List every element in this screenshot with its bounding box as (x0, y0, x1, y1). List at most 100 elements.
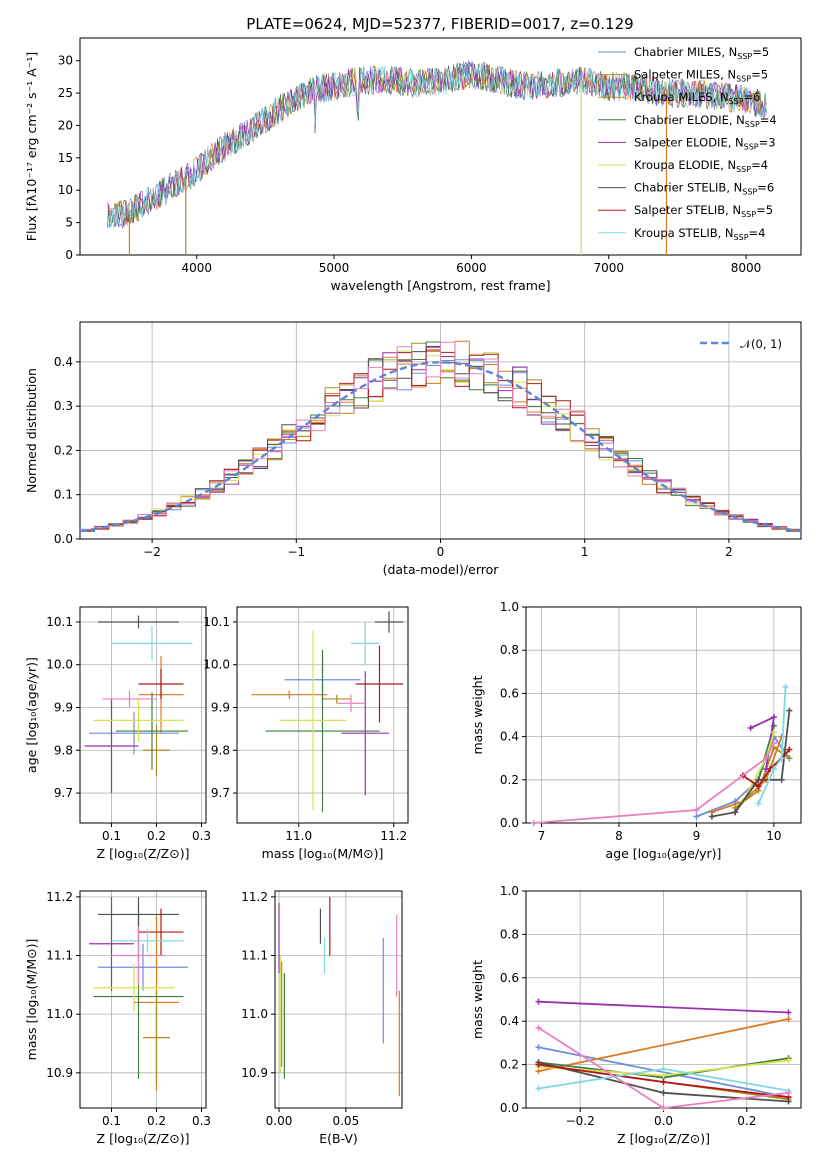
mass-weight-vs-age-ytick-label: 0.2 (500, 773, 519, 787)
mass-weight-vs-age-marker (778, 776, 785, 783)
spectrum-legend-val: =5 (752, 45, 769, 59)
residuals-ytick-label: 0.1 (54, 488, 73, 502)
spectrum-legend-sub: SSP (742, 188, 757, 197)
mass-weight-vs-z-xlabel: Z [log₁₀(Z/Z⊙)] (617, 1131, 710, 1146)
mass-weight-vs-age-marker (763, 755, 770, 762)
spectrum-xtick-label: 7000 (593, 261, 624, 275)
age-vs-z-ytick-label: 9.8 (54, 743, 73, 757)
mass-weight-vs-z-marker (535, 1061, 542, 1068)
mass-weight-vs-z-ylabel: mass weight (470, 960, 485, 1039)
mass-weight-vs-z-xtick-label: 0.0 (654, 1114, 673, 1128)
spectrum-legend-val: =5 (751, 68, 768, 82)
age-vs-z-ytick-label: 10.0 (46, 658, 73, 672)
mass-weight-vs-age-ylabel: mass weight (470, 675, 485, 754)
residuals-ytick-label: 0.4 (54, 355, 73, 369)
mass-vs-z-xtick-label: 0.1 (102, 1114, 121, 1128)
mass-vs-z-xtick-label: 0.3 (192, 1114, 211, 1128)
mass-weight-vs-z-marker (660, 1072, 667, 1079)
mass-weight-vs-z-panel (522, 890, 802, 1112)
spectrum-ytick-label: 20 (58, 118, 73, 132)
mass-vs-ebv-ytick-label: 11.1 (241, 949, 268, 963)
age-vs-z-ytick-label: 10.1 (46, 615, 73, 629)
mass-weight-vs-z-ytick-label: 0.6 (500, 971, 519, 985)
spectrum-legend-val: =3 (759, 135, 776, 149)
mass-vs-ebv-xtick-label: 0.00 (266, 1114, 293, 1128)
mass-weight-vs-age-ytick-label: 0.8 (500, 643, 519, 657)
mass-vs-ebv-panel (271, 890, 403, 1112)
mass-weight-vs-z-ytick-label: 0.0 (500, 1101, 519, 1115)
mass-weight-vs-z-ytick-label: 0.8 (500, 927, 519, 941)
age-vs-mass-ytick-label: 10.1 (203, 615, 230, 629)
mass-vs-z-ytick-label: 11.2 (46, 890, 73, 904)
mass-weight-vs-age-marker (747, 724, 754, 731)
residual-histogram-series (80, 341, 801, 531)
mass-weight-vs-age-marker (755, 783, 762, 790)
spectrum-legend-val: =4 (749, 226, 766, 240)
mass-weight-vs-age-series-line (533, 742, 775, 824)
mass-vs-ebv-xtick-label: 0.05 (332, 1114, 359, 1128)
residuals-xtick-label: 0 (437, 545, 445, 559)
spectrum-ytick-label: 15 (58, 151, 73, 165)
mass-weight-vs-age-marker (693, 807, 700, 814)
spectrum-ytick-label: 10 (58, 183, 73, 197)
spectrum-ytick-label: 5 (65, 216, 73, 230)
mass-weight-vs-age-ytick-label: 1.0 (500, 600, 519, 614)
mass-weight-vs-age-marker (693, 813, 700, 820)
mass-weight-vs-age-panel (522, 606, 802, 827)
mass-vs-ebv-ytick-label: 10.9 (241, 1066, 268, 1080)
mass-weight-vs-age-marker (770, 714, 777, 721)
spectrum-legend-label: Salpeter STELIB, NSSP=5 (634, 203, 773, 219)
mass-vs-ebv-ytick-label: 11.2 (241, 890, 268, 904)
residuals-legend-label: 𝒩(0, 1) (740, 337, 782, 351)
mass-weight-vs-z-xtick-label: 0.2 (737, 1114, 756, 1128)
mass-weight-vs-age-marker (786, 746, 793, 753)
mass-weight-vs-age-xtick-label: 9 (693, 829, 701, 843)
mass-weight-vs-z-marker (785, 1057, 792, 1064)
residuals-xtick-label: 2 (725, 545, 733, 559)
mass-weight-vs-age-marker (732, 809, 739, 816)
spectrum-legend-val: =5 (756, 203, 773, 217)
residuals-xlabel: (data-model)/error (383, 562, 500, 577)
spectrum-legend-label: Salpeter MILES, NSSP=5 (634, 68, 768, 84)
spectrum-frame (79, 37, 802, 256)
spectrum-legend-val: =6 (744, 90, 761, 104)
age-vs-mass-ytick-label: 10.0 (203, 658, 230, 672)
spectrum-legend-sub: SSP (741, 210, 756, 219)
age-vs-z-xtick-label: 0.1 (102, 829, 121, 843)
mass-weight-vs-z-series-line (538, 1018, 789, 1072)
mass-vs-z-ytick-label: 11.1 (46, 949, 73, 963)
mass-weight-vs-z-marker (535, 1085, 542, 1092)
mass-weight-vs-z-marker (535, 1024, 542, 1031)
mass-weight-vs-age-marker (770, 729, 777, 736)
mass-weight-vs-age-marker (755, 800, 762, 807)
mass-weight-vs-age-xtick-label: 7 (538, 829, 546, 843)
spectrum-legend-label: Chabrier MILES, NSSP=5 (634, 45, 769, 61)
age-vs-z-panel (76, 606, 207, 827)
spectrum-legend-label: Kroupa ELODIE, NSSP=4 (634, 158, 768, 174)
residuals-panel (76, 321, 802, 543)
spectrum-legend-sub: SSP (744, 142, 759, 151)
residuals-ylabel: Normed distribution (24, 368, 39, 493)
mass-weight-vs-age-ytick-label: 0.6 (500, 686, 519, 700)
age-vs-z-xlabel: Z [log₁₀(Z/Z⊙)] (97, 846, 190, 861)
mass-weight-vs-age-marker (786, 755, 793, 762)
spectrum-series-line (107, 62, 767, 230)
spectrum-legend-sub: SSP (745, 120, 760, 129)
mass-weight-vs-z-marker (785, 1089, 792, 1096)
spectrum-legend-label: Kroupa STELIB, NSSP=4 (634, 226, 765, 242)
spectrum-xlabel: wavelength [Angstrom, rest frame] (330, 278, 550, 293)
mass-weight-vs-z-ytick-label: 0.2 (500, 1058, 519, 1072)
spectrum-legend-val: =6 (757, 181, 774, 195)
age-vs-mass-xlabel: mass [log₁₀(M/M⊙)] (262, 846, 384, 861)
mass-vs-z-ytick-label: 10.9 (46, 1066, 73, 1080)
mass-weight-vs-age-marker (786, 707, 793, 714)
spectrum-ytick-label: 25 (58, 86, 73, 100)
spectrum-ytick-label: 30 (58, 54, 73, 68)
age-vs-mass-ytick-label: 9.9 (211, 701, 230, 715)
mass-weight-vs-age-marker (778, 755, 785, 762)
mass-weight-vs-age-marker (770, 740, 777, 747)
mass-weight-vs-age-marker (530, 820, 537, 826)
age-vs-mass-frame (236, 606, 409, 824)
mass-weight-vs-z-ytick-label: 0.4 (500, 1014, 519, 1028)
